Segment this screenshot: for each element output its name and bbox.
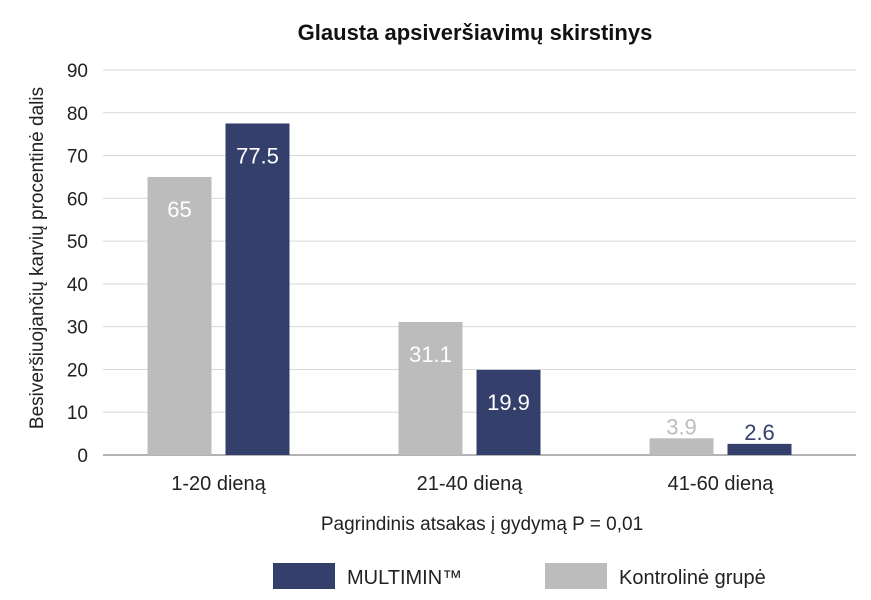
category-label: 21-40 dieną	[417, 473, 524, 495]
y-tick-label: 0	[77, 446, 88, 467]
bar	[147, 176, 212, 455]
legend: MULTIMIN™ Kontrolinė grupė	[273, 563, 766, 589]
data-label: 3.9	[666, 414, 697, 439]
category-labels: 1-20 dieną 21-40 dieną 41-60 dieną	[171, 473, 774, 495]
bars	[147, 123, 792, 455]
legend-swatch	[545, 563, 607, 589]
y-axis-label: Besiveršiuojančių karvių procentinė dali…	[27, 87, 48, 429]
y-tick-label: 80	[67, 104, 88, 125]
y-tick-label: 20	[67, 360, 88, 381]
bar	[476, 369, 541, 455]
y-tick-label: 50	[67, 232, 88, 253]
y-tick-label: 60	[67, 189, 88, 210]
bar	[649, 438, 714, 455]
y-tick-label: 30	[67, 318, 88, 339]
y-tick-label: 10	[67, 403, 88, 424]
y-tick-label: 90	[67, 61, 88, 82]
bar	[398, 321, 463, 455]
data-label: 77.5	[236, 143, 279, 168]
data-label: 65	[167, 197, 191, 222]
data-labels: 65 77.5 31.1 19.9 3.9 2.6	[167, 143, 775, 444]
legend-label: MULTIMIN™	[347, 567, 462, 589]
data-label: 31.1	[409, 342, 452, 367]
y-tick-label: 70	[67, 147, 88, 168]
y-axis-ticks: 0 10 20 30 40 50 60 70 80 90	[67, 61, 88, 467]
data-label: 19.9	[487, 390, 530, 415]
data-label: 2.6	[744, 420, 775, 445]
chart-title: Glausta apsiveršiavimų skirstinys	[298, 20, 653, 45]
legend-swatch	[273, 563, 335, 589]
y-tick-label: 40	[67, 275, 88, 296]
legend-label: Kontrolinė grupė	[619, 567, 766, 589]
category-label: 41-60 dieną	[668, 473, 775, 495]
bar	[225, 123, 290, 455]
x-axis-label: Pagrindinis atsakas į gydymą P = 0,01	[321, 514, 643, 535]
category-label: 1-20 dieną	[171, 473, 266, 495]
bar	[727, 443, 792, 455]
